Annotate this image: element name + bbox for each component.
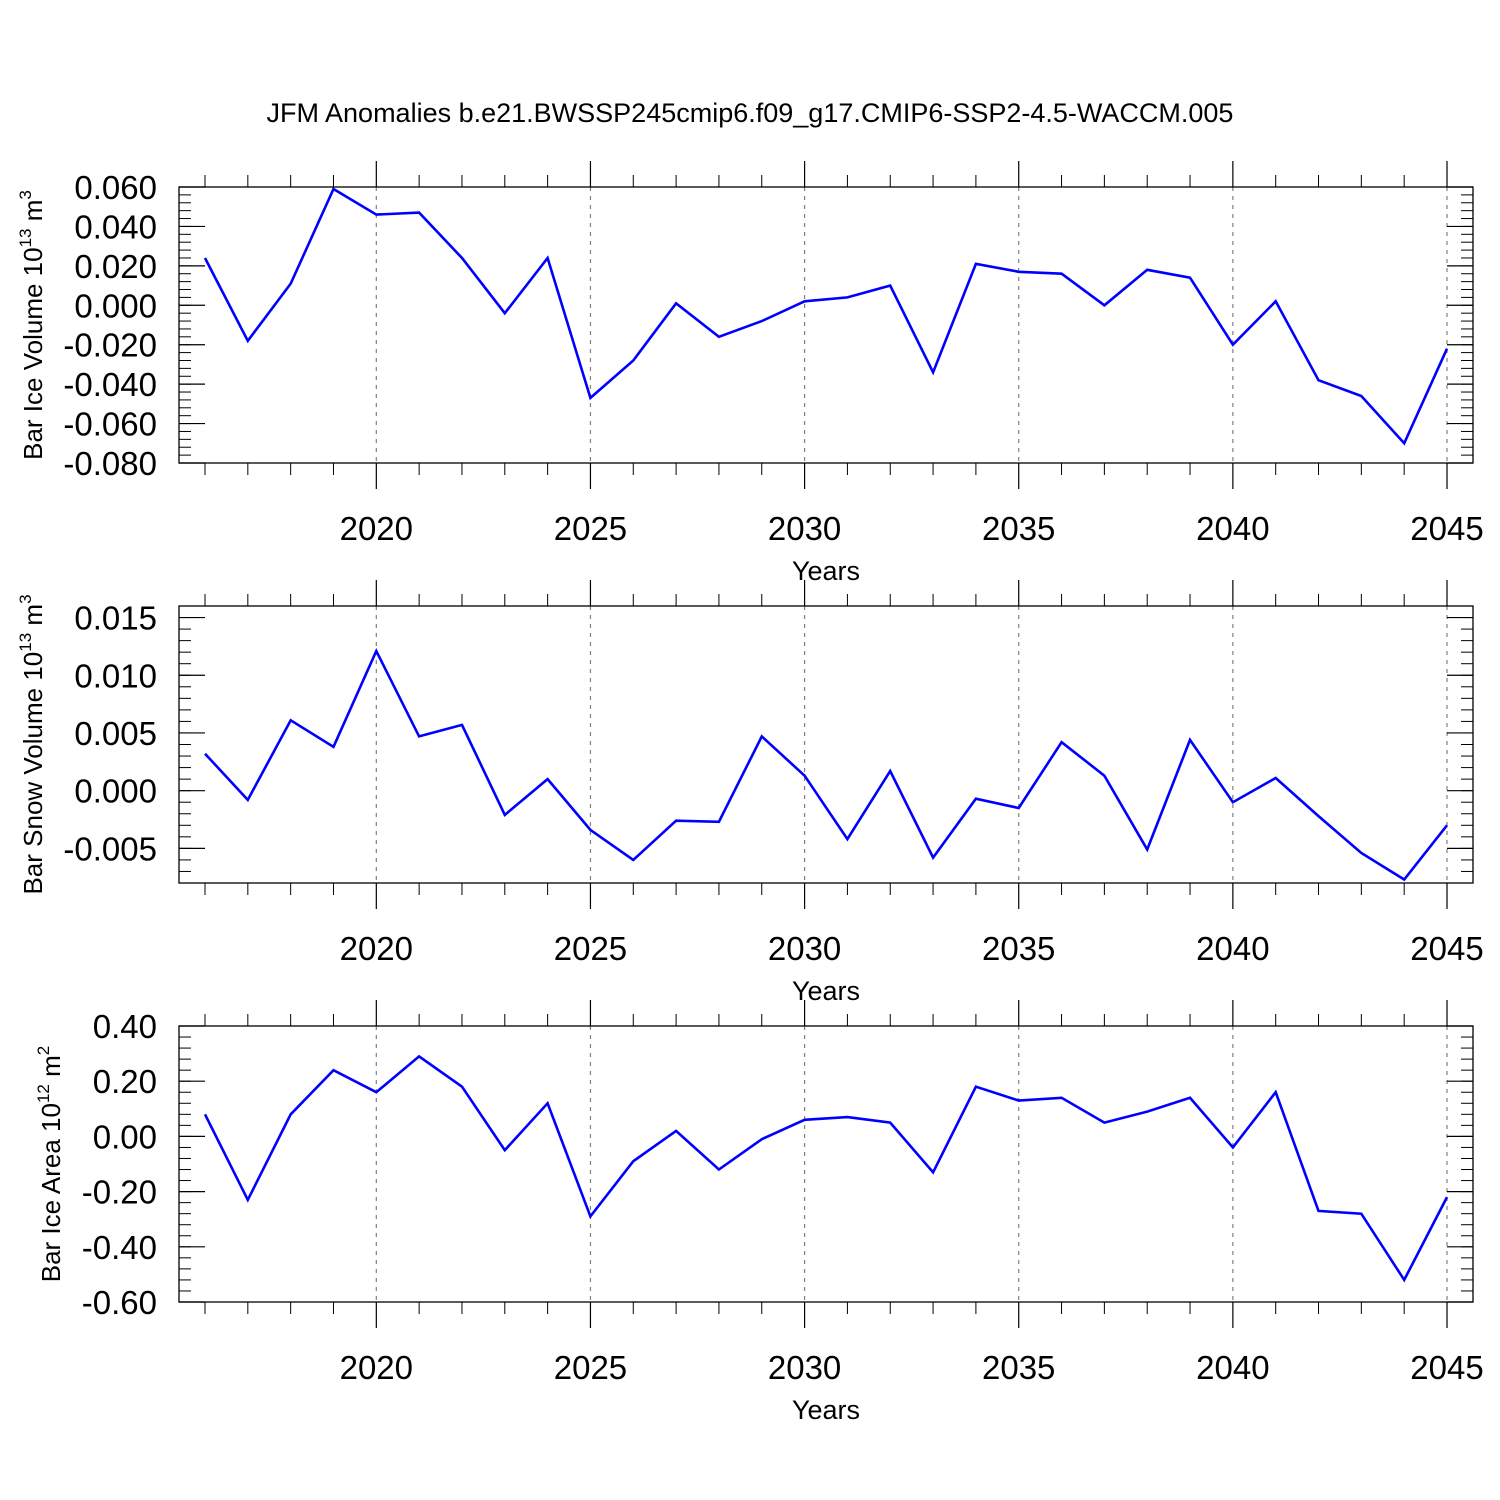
y-axis-label-part: Bar Snow Volume 10 [18, 652, 48, 895]
y-axis-label-superscript: 2 [34, 1046, 53, 1055]
y-axis-label-part: Bar Ice Area 10 [36, 1103, 66, 1282]
y-axis-label-part: m [18, 200, 48, 229]
x-tick-label: 2020 [340, 930, 413, 967]
x-tick-label: 2040 [1196, 510, 1269, 547]
y-tick-label: 0.005 [74, 715, 157, 752]
y-tick-label: -0.040 [63, 366, 157, 403]
chart-panel-1: 0.0600.0400.0200.000-0.020-0.040-0.060-0… [16, 161, 1484, 586]
y-tick-label: 0.060 [74, 169, 157, 206]
y-axis-label: Bar Snow Volume 1013 m3 [16, 594, 48, 894]
y-axis-label-superscript: 3 [16, 594, 35, 603]
y-tick-label: -0.060 [63, 406, 157, 443]
x-tick-label: 2035 [982, 1349, 1055, 1386]
chart-panel-3: 0.40 0.20 0.00 -0.20 -0.40 -0.60 2020 2025 2030 2… [34, 1000, 1484, 1425]
figure-title: JFM Anomalies b.e21.BWSSP245cmip6.f09_g1… [266, 98, 1234, 128]
y-axis-label-part: m [36, 1055, 66, 1084]
y-axis-label-superscript: 13 [16, 633, 35, 652]
chart-panel-2: 0.015 0.010 0.005 0.000 -0.005 2020 2025 2030 20… [16, 580, 1484, 1006]
y-axis-label: Bar Ice Volume 1013 m3 [16, 190, 48, 460]
y-tick-label: 0.20 [93, 1063, 157, 1100]
y-tick-label: 0.000 [74, 773, 157, 810]
y-tick-label: 0.00 [93, 1118, 157, 1155]
y-tick-label: 0.040 [74, 208, 157, 245]
x-tick-label: 2030 [768, 510, 841, 547]
y-tick-label: -0.40 [82, 1229, 157, 1266]
y-tick-label: -0.080 [63, 445, 157, 482]
series-line [203, 187, 1449, 446]
x-tick-label: 2030 [768, 930, 841, 967]
x-tick-label: 2020 [340, 1349, 413, 1386]
plot-frame [178, 605, 1474, 884]
y-tick-label: -0.60 [82, 1284, 157, 1321]
series-line [204, 647, 1449, 882]
x-tick-label: 2020 [340, 510, 413, 547]
y-tick-label: 0.020 [74, 248, 157, 285]
x-axis-label: Years [792, 976, 860, 1006]
x-tick-label: 2035 [982, 930, 1055, 967]
y-axis-label-superscript: 13 [16, 228, 35, 247]
x-tick-label: 2035 [982, 510, 1055, 547]
y-tick-label: 0.010 [74, 657, 157, 694]
x-axis-label: Years [792, 1395, 860, 1425]
x-tick-label: 2030 [768, 1349, 841, 1386]
y-axis-label-superscript: 12 [34, 1084, 53, 1103]
y-axis-label-part: m [18, 604, 48, 633]
y-tick-label: -0.20 [82, 1174, 157, 1211]
x-tick-label: 2025 [554, 510, 627, 547]
y-tick-label: -0.020 [63, 327, 157, 364]
x-tick-label: 2025 [554, 1349, 627, 1386]
x-tick-label: 2045 [1410, 930, 1483, 967]
x-tick-label: 2040 [1196, 930, 1269, 967]
x-tick-label: 2040 [1196, 1349, 1269, 1386]
x-tick-label: 2045 [1410, 510, 1483, 547]
y-tick-label: 0.40 [93, 1008, 157, 1045]
x-axis-label: Years [792, 556, 860, 586]
y-axis-label-part: Bar Ice Volume 10 [18, 247, 48, 459]
y-tick-label: 0.015 [74, 600, 157, 637]
y-axis-label: Bar Ice Area 1012 m2 [34, 1046, 66, 1283]
y-axis-label-superscript: 3 [16, 190, 35, 199]
y-tick-label: -0.005 [63, 830, 157, 867]
plot-frame [178, 186, 1474, 464]
series-line [203, 1054, 1449, 1283]
plot-frame [178, 1025, 1474, 1303]
y-tick-label: 0.000 [74, 287, 157, 324]
x-tick-label: 2045 [1410, 1349, 1483, 1386]
x-tick-label: 2025 [554, 930, 627, 967]
